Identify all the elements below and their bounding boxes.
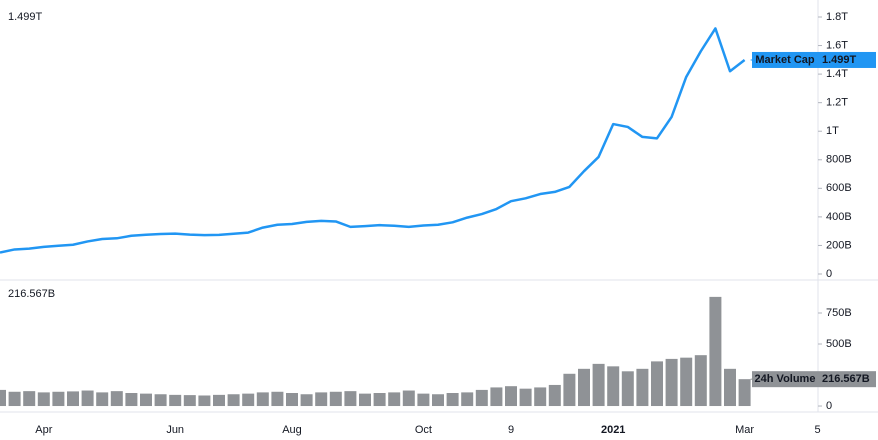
volume-bar [67, 391, 79, 407]
volume-bar [694, 355, 707, 407]
value-box-label: 216.567B [822, 373, 870, 385]
volume-bar [563, 373, 576, 407]
x-tick-label: Oct [415, 424, 432, 436]
y-tick-label: 1T [826, 125, 839, 137]
value-box-label: 1.499T [822, 54, 857, 66]
y-tick-label: 1.4T [826, 68, 848, 80]
volume-bar [359, 393, 371, 407]
y-tick-label: 1.8T [826, 11, 848, 23]
volume-bar [227, 394, 240, 407]
y-tick-label: 600B [826, 182, 852, 194]
volume-bar [286, 393, 298, 407]
y-tick-label: 400B [826, 211, 852, 223]
y2-tick-label: 500B [826, 338, 852, 350]
volume-bar [271, 391, 284, 407]
volume-bar [388, 392, 401, 407]
volume-bar [315, 392, 328, 407]
series-name: Market Cap [755, 54, 815, 66]
volume-bar [475, 389, 488, 407]
x-tick-label: Jun [166, 424, 184, 436]
y-tick-label: 200B [826, 239, 852, 251]
volume-bar [96, 392, 109, 407]
series-name: 24h Volume [755, 373, 816, 385]
volume-bar [110, 391, 123, 407]
volume-bar [52, 391, 65, 407]
volume-bar [432, 394, 444, 407]
y2-tick-label: 0 [826, 400, 832, 412]
volume-bar [402, 390, 415, 407]
volume-bar [0, 389, 6, 407]
volume-bar [738, 379, 751, 407]
volume-bar [213, 394, 225, 407]
volume-bar [242, 393, 255, 407]
volume-bar [446, 393, 459, 407]
volume-bar [578, 368, 590, 407]
series-name-box [752, 371, 818, 388]
volume-bar [490, 387, 503, 407]
volume-bar [154, 394, 167, 407]
volume-bar [373, 393, 386, 407]
volume-bar [461, 392, 474, 407]
volume-bar [636, 368, 649, 407]
volume-bar [81, 390, 94, 407]
x-tick-label: 5 [815, 424, 821, 436]
value-box [818, 51, 876, 68]
volume-bar [344, 391, 357, 407]
volume-bar [651, 361, 663, 407]
volume-bar [183, 395, 196, 407]
volume-bar [548, 384, 561, 407]
x-tick-label: Mar [735, 424, 754, 436]
volume-bar [256, 392, 269, 407]
series-name-box [752, 51, 818, 68]
volume-bar [505, 386, 517, 407]
volume-bar [8, 391, 21, 407]
volume-bar [23, 391, 36, 407]
volume-bar [329, 391, 342, 407]
y-tick-label: 800B [826, 154, 852, 166]
volume-bar [519, 388, 532, 407]
x-tick-label: Apr [35, 424, 52, 436]
volume-bar [534, 387, 547, 407]
volume-bar [621, 371, 634, 407]
volume-bar [592, 363, 605, 407]
y2-tick-label: 750B [826, 307, 852, 319]
volume-bar [198, 395, 211, 407]
volume-bar [300, 394, 313, 407]
y-tick-label: 1.2T [826, 97, 848, 109]
volume-bar [140, 393, 152, 407]
x-tick-label: 9 [508, 424, 514, 436]
volume-bar [724, 368, 736, 407]
volume-bar [665, 358, 678, 407]
x-tick-label: Aug [282, 424, 302, 436]
market-cap-line [0, 27, 746, 254]
volume-bar [169, 394, 182, 407]
volume-bar [125, 393, 138, 407]
x-tick-label: 2021 [601, 424, 625, 436]
volume-bar [709, 296, 722, 407]
value-box [818, 371, 876, 388]
pane-last-value: 1.499T [8, 11, 43, 23]
pane-last-value: 216.567B [8, 288, 55, 300]
volume-bar [37, 392, 50, 407]
y-tick-label: 0 [826, 268, 832, 280]
y-tick-label: 1.6T [826, 39, 848, 51]
volume-bar [417, 393, 430, 407]
volume-bar [680, 357, 693, 407]
volume-bar [607, 366, 620, 407]
